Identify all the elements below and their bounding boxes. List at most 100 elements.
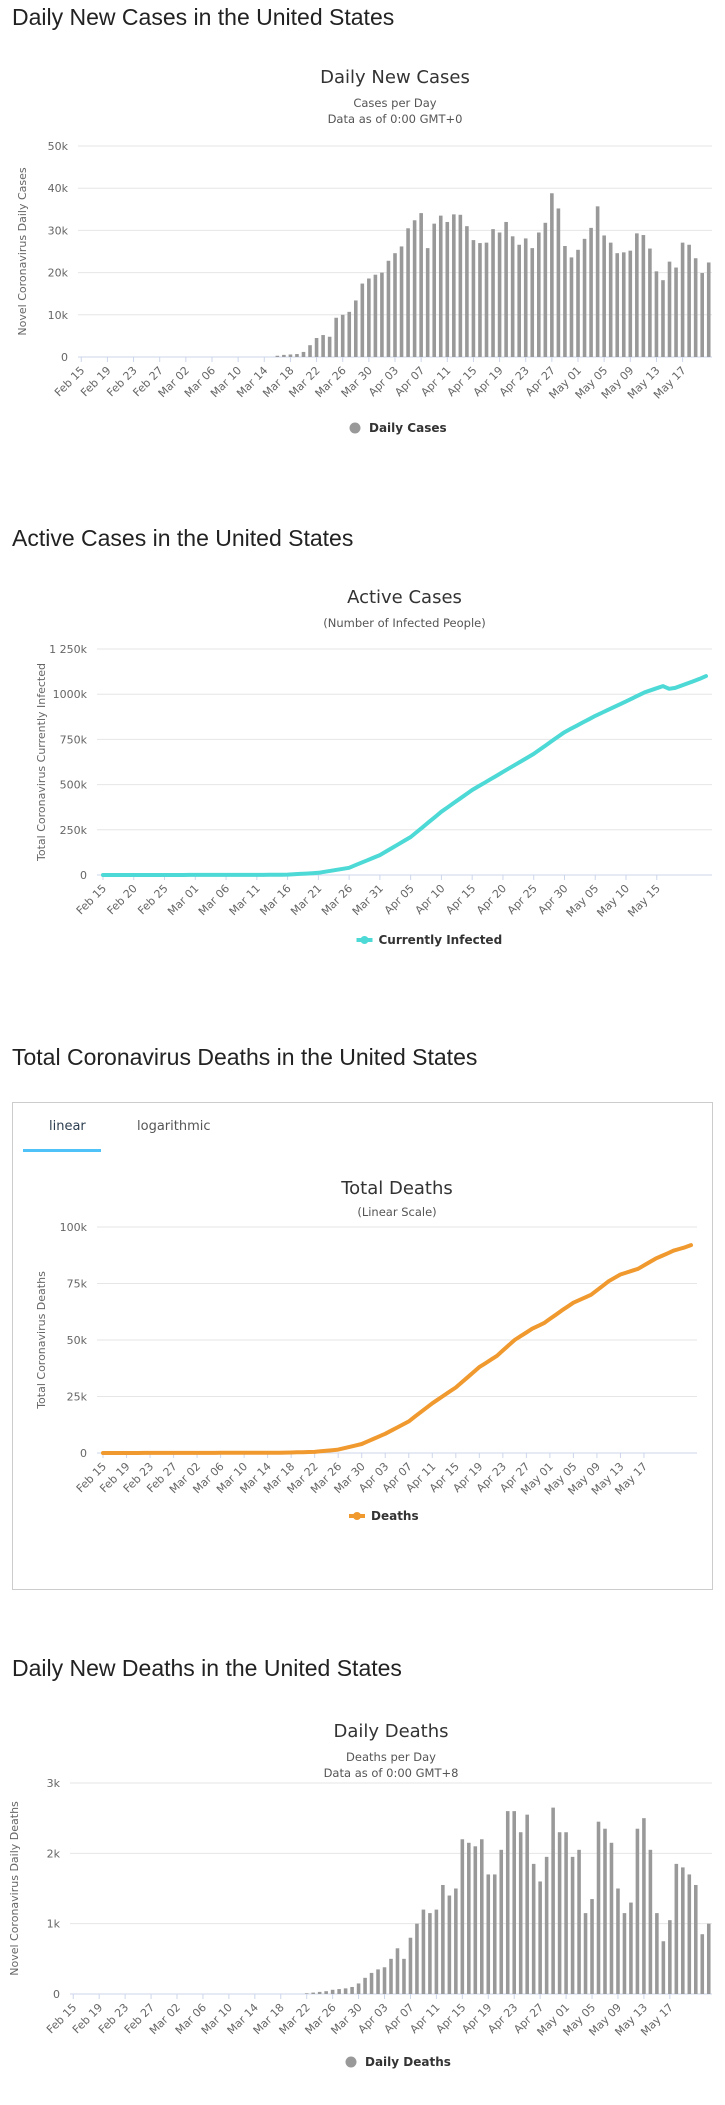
chart-subtitle: (Number of Infected People) <box>323 616 485 630</box>
bar <box>334 317 338 357</box>
bar <box>530 248 535 357</box>
bar <box>343 1988 348 1994</box>
series-line <box>101 1243 693 1455</box>
y-axis-title: Total Coronavirus Deaths <box>35 1271 48 1410</box>
bar <box>445 221 450 357</box>
chart-subtitle: Deaths per Day <box>346 1750 436 1764</box>
x-tick-label: May 10 <box>594 882 632 920</box>
legend-marker <box>345 2056 357 2068</box>
bar <box>603 1828 607 1994</box>
bar <box>668 1920 672 1994</box>
bar <box>484 242 489 357</box>
bar <box>441 1884 445 1994</box>
bar <box>641 235 646 357</box>
y-tick-label: 50k <box>48 140 69 153</box>
bar <box>497 232 502 357</box>
chart-title: Daily Deaths <box>333 1721 448 1742</box>
bar <box>330 1989 335 1994</box>
bar <box>460 1839 465 1994</box>
bar <box>628 250 633 357</box>
x-tick-label: Feb 25 <box>135 882 170 917</box>
x-tick-label: Mar 31 <box>350 882 386 918</box>
bar <box>504 221 508 357</box>
daily-deaths-chart: Daily Deaths Deaths per Day Data as of 0:0… <box>8 1721 712 2069</box>
tab-logarithmic[interactable]: logarithmic <box>137 1119 211 1134</box>
bar <box>635 1828 640 1994</box>
x-tick-label: May 05 <box>564 882 602 920</box>
bar <box>517 244 521 357</box>
x-tick-label: May 15 <box>625 882 663 920</box>
daily-cases-chart: Daily New Cases Cases per Day Data as of 0… <box>16 67 712 435</box>
bar <box>363 1977 367 1994</box>
legend-marker <box>349 422 361 434</box>
chart-subtitle: Data as of 0:00 GMT+8 <box>324 1766 459 1780</box>
bar <box>589 227 593 357</box>
bar <box>301 351 306 357</box>
y-tick-label: 10k <box>48 309 69 322</box>
bar <box>616 1888 620 1994</box>
bar <box>538 1881 542 1994</box>
bar <box>648 1849 653 1994</box>
bar <box>608 242 613 357</box>
bar <box>467 1842 471 1994</box>
active-tab-indicator <box>23 1149 101 1152</box>
active-cases-heading: Active Cases in the United States <box>12 525 354 551</box>
legend-label: Daily Deaths <box>365 2055 451 2069</box>
daily-cases-heading: Daily New Cases in the United States <box>12 4 395 30</box>
daily-deaths-heading: Daily New Deaths in the United States <box>12 1655 402 1681</box>
bar <box>536 232 541 357</box>
bar <box>314 338 319 357</box>
bar <box>576 249 580 357</box>
bar <box>356 1983 361 1994</box>
bar <box>583 1913 588 1994</box>
chart-title: Total Deaths <box>340 1178 453 1199</box>
total-deaths-heading: Total Coronavirus Deaths in the United S… <box>12 1044 478 1070</box>
bar <box>700 1934 705 1994</box>
bar <box>557 1832 562 1994</box>
bar <box>499 1849 504 1994</box>
x-tick-label: Apr 20 <box>474 882 509 917</box>
x-tick-label: Mar 01 <box>165 882 201 918</box>
bar <box>478 243 482 357</box>
bar <box>655 1913 659 1994</box>
bar <box>321 335 325 357</box>
y-tick-label: 100k <box>60 1221 88 1234</box>
y-tick-label: 25k <box>67 1391 88 1404</box>
bar <box>421 1909 426 1994</box>
bar <box>432 223 437 357</box>
bar <box>543 222 548 357</box>
bar <box>412 220 417 357</box>
bar <box>428 1913 432 1994</box>
y-tick-label: 500k <box>60 779 88 792</box>
legend-label: Currently Infected <box>379 933 503 947</box>
bar <box>471 240 476 357</box>
bar <box>512 1811 516 1994</box>
bar <box>523 238 528 357</box>
total-deaths-panel: linear logarithmic <box>12 1102 713 1590</box>
bar <box>564 1832 568 1994</box>
y-tick-label: 75k <box>67 1278 88 1291</box>
bar <box>563 246 567 357</box>
bar <box>642 1818 646 1994</box>
bar <box>615 253 620 357</box>
bar <box>434 1909 439 1994</box>
tab-linear[interactable]: linear <box>49 1119 86 1134</box>
x-tick-label: Mar 16 <box>257 882 293 918</box>
chart-title: Daily New Cases <box>320 67 470 88</box>
bar <box>317 1991 322 1994</box>
bar <box>590 1899 594 1994</box>
bar <box>452 214 456 357</box>
bar <box>648 248 652 357</box>
bar <box>635 233 639 357</box>
bar <box>551 1807 555 1994</box>
y-tick-label: 1000k <box>53 688 88 701</box>
bar <box>304 1993 309 1994</box>
x-tick-label: Apr 05 <box>382 882 417 917</box>
bar <box>360 283 365 357</box>
x-tick-label: Feb 15 <box>74 882 109 917</box>
bar <box>661 1941 666 1994</box>
bar <box>393 253 397 357</box>
bar <box>324 1991 328 1994</box>
bar <box>408 1937 413 1994</box>
bar <box>425 248 430 357</box>
